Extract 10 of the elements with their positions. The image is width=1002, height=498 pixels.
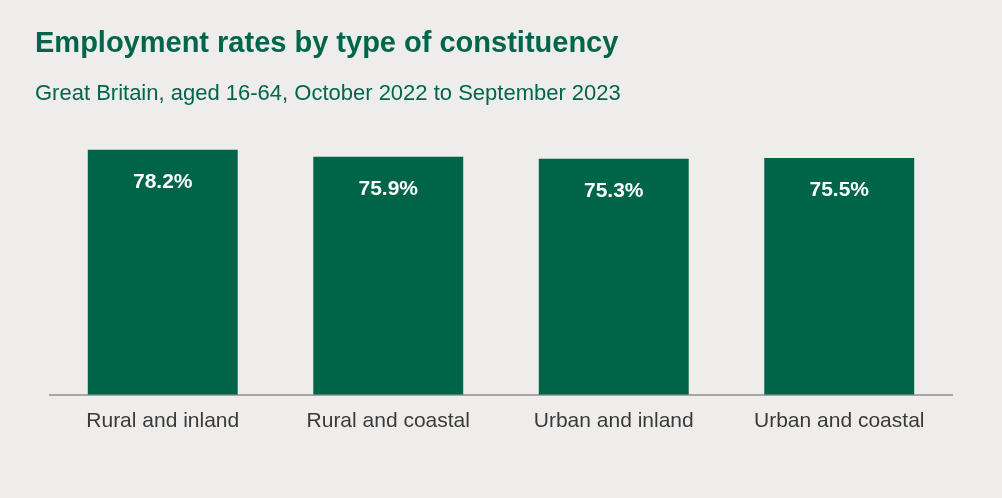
x-tick-label: Urban and inland bbox=[533, 408, 694, 432]
chart-subtitle: Great Britain, aged 16-64, October 2022 to September 2023 bbox=[35, 80, 621, 106]
x-tick-label: Urban and coastal bbox=[754, 408, 925, 432]
x-tick-label: Rural and inland bbox=[86, 408, 240, 432]
x-tick-label: Rural and coastal bbox=[306, 408, 470, 432]
data-label: 75.3% bbox=[583, 178, 644, 202]
data-label: 78.2% bbox=[132, 168, 193, 192]
chart-title: Employment rates by type of constituency bbox=[35, 26, 619, 59]
data-label: 75.5% bbox=[809, 177, 870, 201]
data-label: 75.9% bbox=[358, 176, 419, 200]
